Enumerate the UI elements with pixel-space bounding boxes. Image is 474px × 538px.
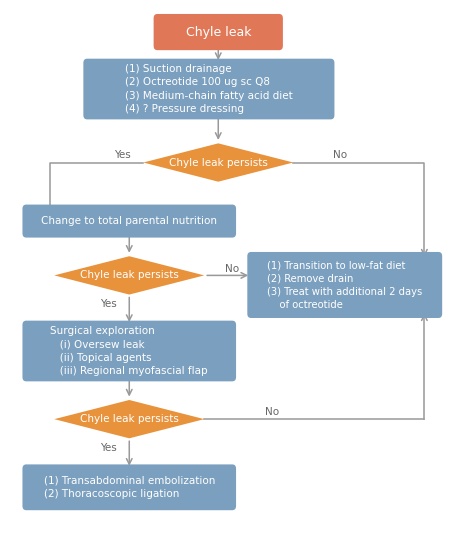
FancyBboxPatch shape (154, 14, 283, 50)
Text: Yes: Yes (100, 443, 117, 454)
Text: Yes: Yes (100, 299, 117, 309)
Text: No: No (333, 150, 347, 160)
Text: Surgical exploration
   (i) Oversew leak
   (ii) Topical agents
   (iii) Regiona: Surgical exploration (i) Oversew leak (i… (50, 326, 208, 376)
FancyBboxPatch shape (247, 252, 442, 318)
FancyBboxPatch shape (22, 204, 236, 238)
Text: Yes: Yes (114, 150, 131, 160)
FancyBboxPatch shape (22, 464, 236, 510)
Text: Change to total parental nutrition: Change to total parental nutrition (41, 216, 217, 226)
Text: (1) Suction drainage
(2) Octreotide 100 ug sc Q8
(3) Medium-chain fatty acid die: (1) Suction drainage (2) Octreotide 100 … (125, 64, 293, 114)
Text: Chyle leak: Chyle leak (185, 26, 251, 39)
Text: Chyle leak persists: Chyle leak persists (80, 271, 179, 280)
Text: (1) Transition to low-fat diet
(2) Remove drain
(3) Treat with additional 2 days: (1) Transition to low-fat diet (2) Remov… (267, 260, 422, 310)
Text: No: No (225, 264, 239, 274)
Polygon shape (143, 143, 293, 182)
FancyBboxPatch shape (22, 321, 236, 381)
Text: No: No (265, 407, 279, 417)
Text: Chyle leak persists: Chyle leak persists (80, 414, 179, 424)
Polygon shape (55, 256, 204, 295)
FancyBboxPatch shape (83, 59, 335, 119)
Polygon shape (55, 400, 204, 438)
Text: (1) Transabdominal embolization
(2) Thoracoscopic ligation: (1) Transabdominal embolization (2) Thor… (44, 476, 215, 499)
Text: Chyle leak persists: Chyle leak persists (169, 158, 268, 167)
